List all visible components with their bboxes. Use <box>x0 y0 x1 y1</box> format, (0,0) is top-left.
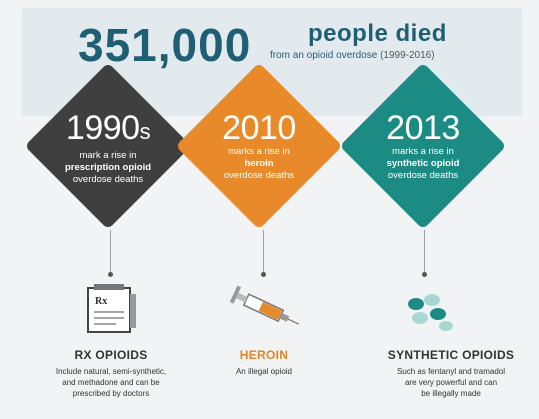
syringe-icon <box>229 285 300 325</box>
rx-text: Rx <box>95 296 107 307</box>
milestone-line1: mark a rise in <box>79 150 137 161</box>
category-label-rx: RX OPIOIDS <box>74 348 148 362</box>
headline-subtitle: from an opioid overdose (1999-2016) <box>270 50 435 61</box>
subtitle-text: from an opioid overdose <box>270 50 378 61</box>
milestone-line1: marks a rise in <box>392 146 454 157</box>
subtitle-years: (1999-2016) <box>380 50 435 61</box>
category-desc-rx: Include natural, semi-synthetic, and met… <box>55 367 167 398</box>
milestone-text-2013: 2013 marks a rise in synthetic opioid ov… <box>348 110 498 182</box>
death-count: 351,000 <box>78 19 252 71</box>
milestone-line1: marks a rise in <box>228 146 290 157</box>
category-desc-heroin: An illegal opioid <box>235 367 293 376</box>
pills-icon <box>408 294 453 331</box>
category-label-heroin: HEROIN <box>239 348 289 362</box>
connector-dot-1 <box>108 272 113 277</box>
connector-line-2 <box>263 230 264 274</box>
category-label-synthetic: SYNTHETIC OPIOIDS <box>387 348 515 362</box>
milestone-year: 2010 <box>222 109 296 147</box>
milestone-year: 2013 <box>386 109 460 147</box>
connector-line-1 <box>110 230 111 274</box>
milestone-line3: overdose deaths <box>223 170 295 181</box>
milestone-line3: overdose deaths <box>387 170 459 181</box>
connector-line-3 <box>424 230 425 274</box>
milestone-year: 1990s <box>65 109 151 147</box>
milestone-line3: overdose deaths <box>72 174 144 185</box>
prescription-pad-icon: Rx <box>87 284 136 333</box>
milestone-text-2010: 2010 marks a rise in heroin overdose dea… <box>184 110 334 182</box>
headline: people died <box>308 20 447 47</box>
milestone-text-1990s: 1990s mark a rise in prescription opioid… <box>33 110 183 186</box>
milestone-highlight: prescription opioid <box>64 162 152 173</box>
connector-dot-3 <box>422 272 427 277</box>
milestone-highlight: synthetic opioid <box>386 158 460 169</box>
milestone-highlight: heroin <box>244 158 274 169</box>
connector-dot-2 <box>261 272 266 277</box>
category-desc-synthetic: Such as fentanyl and tramadol are very p… <box>396 367 506 398</box>
